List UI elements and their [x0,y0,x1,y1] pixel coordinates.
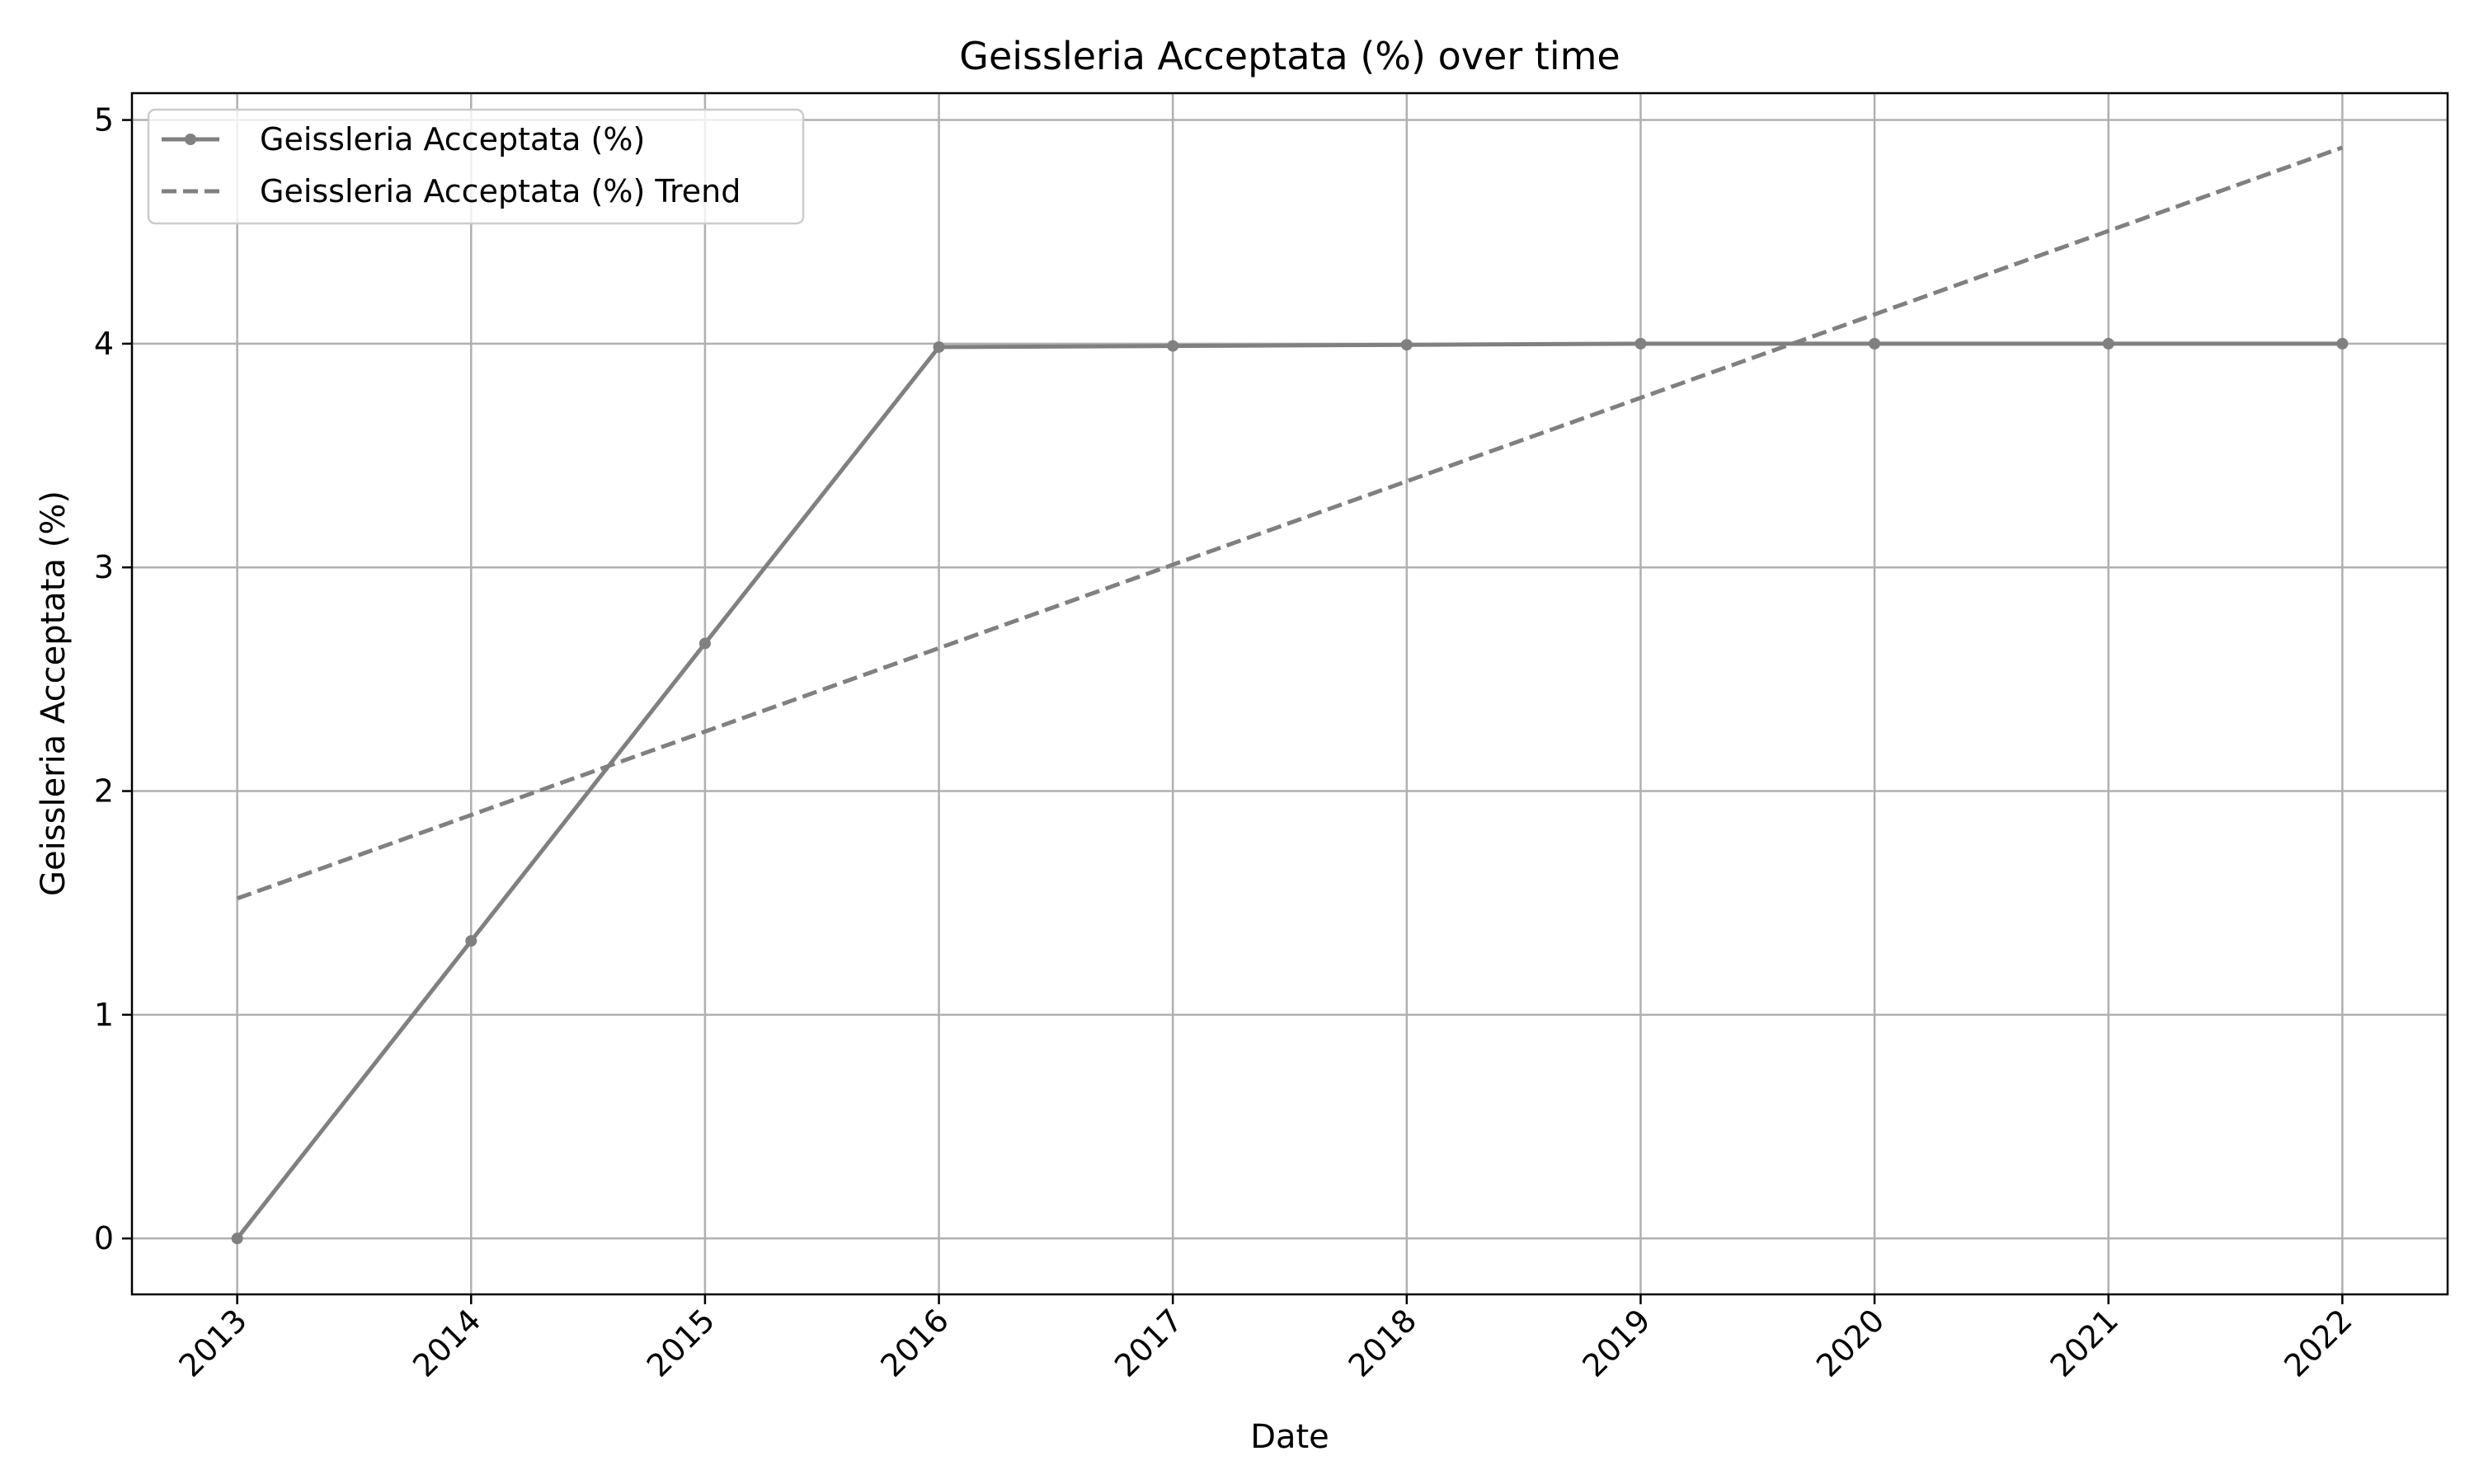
data-point [1400,339,1413,351]
chart-title: Geissleria Acceptata (%) over time [959,34,1620,78]
plot-frame [130,92,2449,1296]
data-point [2102,337,2114,350]
axis-ticks: 2013 2014 2015 2016 2017 2018 2019 2020 2021 2022… [94,102,2359,1384]
y-tick-label: 0 [94,1220,114,1256]
y-tick-label: 5 [94,102,114,139]
x-tick-label: 2013 [172,1302,254,1384]
y-tick-label: 4 [94,326,114,362]
x-tick-label: 2019 [1575,1302,1658,1384]
y-tick-label: 3 [94,549,114,585]
x-tick-label: 2017 [1108,1302,1190,1384]
data-point [933,340,945,353]
legend-marker-sample [185,134,196,145]
legend-label-series: Geissleria Acceptata (%) [260,121,645,157]
x-tick-label: 2021 [2044,1302,2126,1384]
legend: Geissleria Acceptata (%) Geissleria Acce… [147,108,805,225]
data-point [1869,337,1881,350]
data-point [1167,340,1179,352]
x-axis-label: Date [1250,1418,1329,1456]
data-point [1634,337,1647,350]
trend-line [236,145,2344,901]
y-axis-label: Geissleria Acceptata (%) [35,491,73,896]
x-tick-label: 2020 [1809,1302,1892,1384]
data-point [2336,337,2349,350]
data-point [465,935,477,947]
y-tick-label: 1 [94,997,114,1033]
x-tick-label: 2015 [640,1302,722,1384]
grid-lines [132,93,2448,1294]
legend-box [147,108,805,225]
data-point [698,637,711,650]
series-layer [231,145,2349,1245]
series-line [235,341,2343,1240]
x-tick-label: 2014 [406,1302,488,1384]
x-tick-label: 2018 [1342,1302,1424,1384]
data-point [231,1233,243,1245]
x-tick-label: 2022 [2277,1302,2359,1384]
y-tick-label: 2 [94,773,114,810]
x-tick-label: 2016 [873,1302,956,1384]
legend-label-trend: Geissleria Acceptata (%) Trend [260,173,741,209]
